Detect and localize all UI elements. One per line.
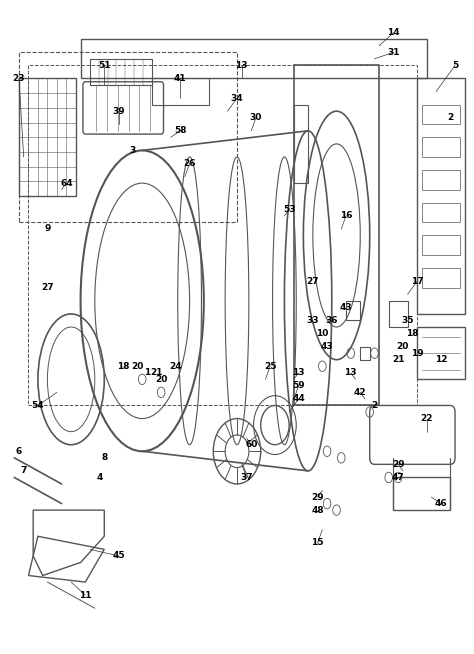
Text: 59: 59 bbox=[292, 381, 305, 390]
Text: 3: 3 bbox=[129, 146, 136, 155]
Text: 35: 35 bbox=[401, 316, 414, 325]
Text: 51: 51 bbox=[98, 61, 110, 70]
Text: 13: 13 bbox=[292, 368, 305, 377]
Text: 26: 26 bbox=[183, 159, 196, 168]
Bar bbox=[28, 65, 417, 405]
Text: 10: 10 bbox=[316, 329, 328, 338]
Text: 29: 29 bbox=[311, 492, 324, 502]
Text: 54: 54 bbox=[32, 401, 44, 410]
Bar bbox=[19, 78, 76, 196]
Text: 29: 29 bbox=[392, 460, 404, 469]
Bar bbox=[393, 477, 450, 510]
Bar bbox=[81, 39, 427, 78]
Text: 34: 34 bbox=[231, 94, 243, 103]
Text: 43: 43 bbox=[321, 342, 333, 351]
Text: 23: 23 bbox=[13, 74, 25, 83]
Bar bbox=[417, 78, 465, 314]
Text: 42: 42 bbox=[354, 388, 366, 397]
Text: 8: 8 bbox=[101, 453, 108, 462]
Bar bbox=[294, 65, 379, 405]
Text: 64: 64 bbox=[60, 179, 73, 188]
Text: 45: 45 bbox=[112, 551, 125, 560]
Text: 21: 21 bbox=[392, 355, 404, 364]
Text: 37: 37 bbox=[240, 473, 253, 482]
Text: 18: 18 bbox=[117, 362, 129, 371]
Bar bbox=[294, 105, 308, 183]
Bar bbox=[422, 105, 460, 124]
Text: 20: 20 bbox=[155, 375, 167, 384]
Bar bbox=[360, 347, 370, 360]
Text: 36: 36 bbox=[326, 316, 338, 325]
Bar bbox=[346, 301, 360, 320]
Bar bbox=[422, 170, 460, 190]
Text: 12: 12 bbox=[435, 355, 447, 364]
Text: 30: 30 bbox=[250, 113, 262, 122]
Text: 2: 2 bbox=[371, 401, 378, 410]
Text: 20: 20 bbox=[397, 342, 409, 351]
Text: 41: 41 bbox=[174, 74, 186, 83]
Text: 60: 60 bbox=[245, 440, 257, 449]
Text: 53: 53 bbox=[283, 205, 295, 214]
Text: 9: 9 bbox=[44, 224, 51, 233]
Text: 27: 27 bbox=[41, 283, 54, 292]
Bar bbox=[422, 268, 460, 288]
Bar bbox=[422, 137, 460, 157]
Text: 58: 58 bbox=[174, 126, 186, 135]
Text: 17: 17 bbox=[411, 277, 423, 286]
Bar bbox=[152, 78, 209, 105]
Text: 13: 13 bbox=[236, 61, 248, 70]
Bar bbox=[417, 327, 465, 379]
Text: 14: 14 bbox=[387, 28, 400, 37]
Text: 6: 6 bbox=[16, 447, 22, 456]
Text: 48: 48 bbox=[311, 506, 324, 515]
Text: 25: 25 bbox=[264, 362, 276, 371]
Text: 33: 33 bbox=[307, 316, 319, 325]
Text: 21: 21 bbox=[150, 368, 163, 377]
Text: 20: 20 bbox=[131, 362, 144, 371]
Text: 22: 22 bbox=[420, 414, 433, 423]
Text: 4: 4 bbox=[96, 473, 103, 482]
Text: 43: 43 bbox=[340, 303, 352, 312]
Text: 24: 24 bbox=[169, 362, 182, 371]
Text: 13: 13 bbox=[345, 368, 357, 377]
Bar bbox=[90, 59, 152, 85]
Text: 5: 5 bbox=[452, 61, 458, 70]
Text: 15: 15 bbox=[311, 538, 324, 547]
Text: 18: 18 bbox=[406, 329, 419, 338]
Bar bbox=[389, 301, 408, 327]
Text: 47: 47 bbox=[392, 473, 404, 482]
Text: 31: 31 bbox=[387, 48, 400, 57]
Bar bbox=[422, 203, 460, 222]
Text: 16: 16 bbox=[340, 211, 352, 220]
Text: 2: 2 bbox=[447, 113, 454, 122]
Text: 11: 11 bbox=[79, 591, 91, 600]
Text: 1: 1 bbox=[144, 368, 150, 377]
Bar bbox=[422, 235, 460, 255]
Text: 39: 39 bbox=[112, 107, 125, 116]
Text: 44: 44 bbox=[292, 394, 305, 404]
Text: 46: 46 bbox=[435, 499, 447, 508]
Text: 27: 27 bbox=[307, 277, 319, 286]
Text: 7: 7 bbox=[20, 466, 27, 475]
Bar bbox=[19, 52, 237, 222]
Text: 19: 19 bbox=[411, 349, 423, 358]
